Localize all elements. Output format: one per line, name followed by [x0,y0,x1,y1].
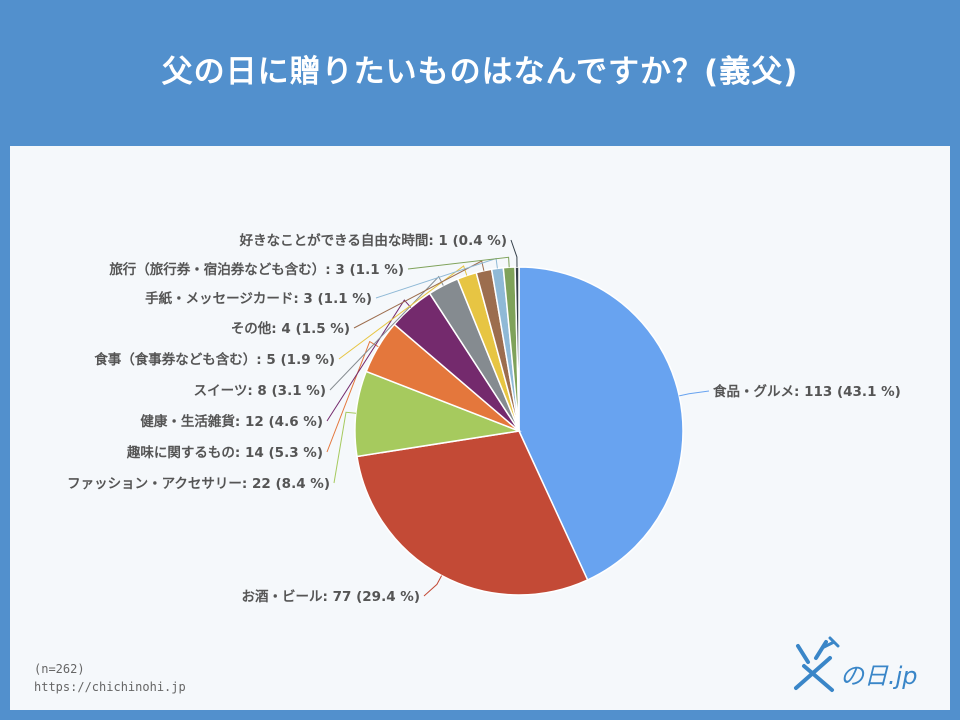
slice-label: 旅行（旅行券・宿泊券なども含む）: 3 (1.1 %) [109,261,404,278]
slice-label: その他: 4 (1.5 %) [231,320,350,337]
chart-panel: 食品・グルメ: 113 (43.1 %) お酒・ビール: 77 (29.4 %) フ… [10,146,950,710]
slice-label: 趣味に関するもの: 14 (5.3 %) [126,444,323,461]
leader-line [338,265,468,360]
leader-line [423,575,443,597]
pie-slice [514,266,520,432]
slice-label: 食品・グルメ: 113 (43.1 %) [713,383,901,400]
leader-line [679,390,710,397]
slice-label: 健康・生活雑貨: 12 (4.6 %) [140,413,323,430]
leader-line [407,256,510,270]
father-kanji-icon [794,636,840,692]
source-url: https://chichinohi.jp [34,680,186,694]
slice-label: スイーツ: 8 (3.1 %) [194,383,326,399]
slice-label: 食事（食事券なども含む）: 5 (1.9 %) [94,351,335,368]
sample-size-note: (n=262) [34,662,85,676]
slice-label: ファッション・アクセサリー: 22 (8.4 %) [67,476,330,492]
logo-text: の日.jp [840,662,918,690]
leader-line [333,411,357,484]
pie-chart: 食品・グルメ: 113 (43.1 %) お酒・ビール: 77 (29.4 %) フ… [67,232,901,605]
slice-label: 手紙・メッセージカード: 3 (1.1 %) [145,290,372,307]
pie-slice [354,370,522,458]
chichinohi-logo: の日.jp [794,636,918,692]
slice-label: 好きなことができる自由な時間: 1 (0.4 %) [239,232,507,249]
chart-title: 父の日に贈りたいものはなんですか？(義父) [161,54,799,90]
leader-line [353,260,485,329]
slice-label: お酒・ビール: 77 (29.4 %) [242,589,420,605]
leader-line [510,239,518,268]
pie-slice [356,430,589,596]
leader-line [326,299,412,422]
